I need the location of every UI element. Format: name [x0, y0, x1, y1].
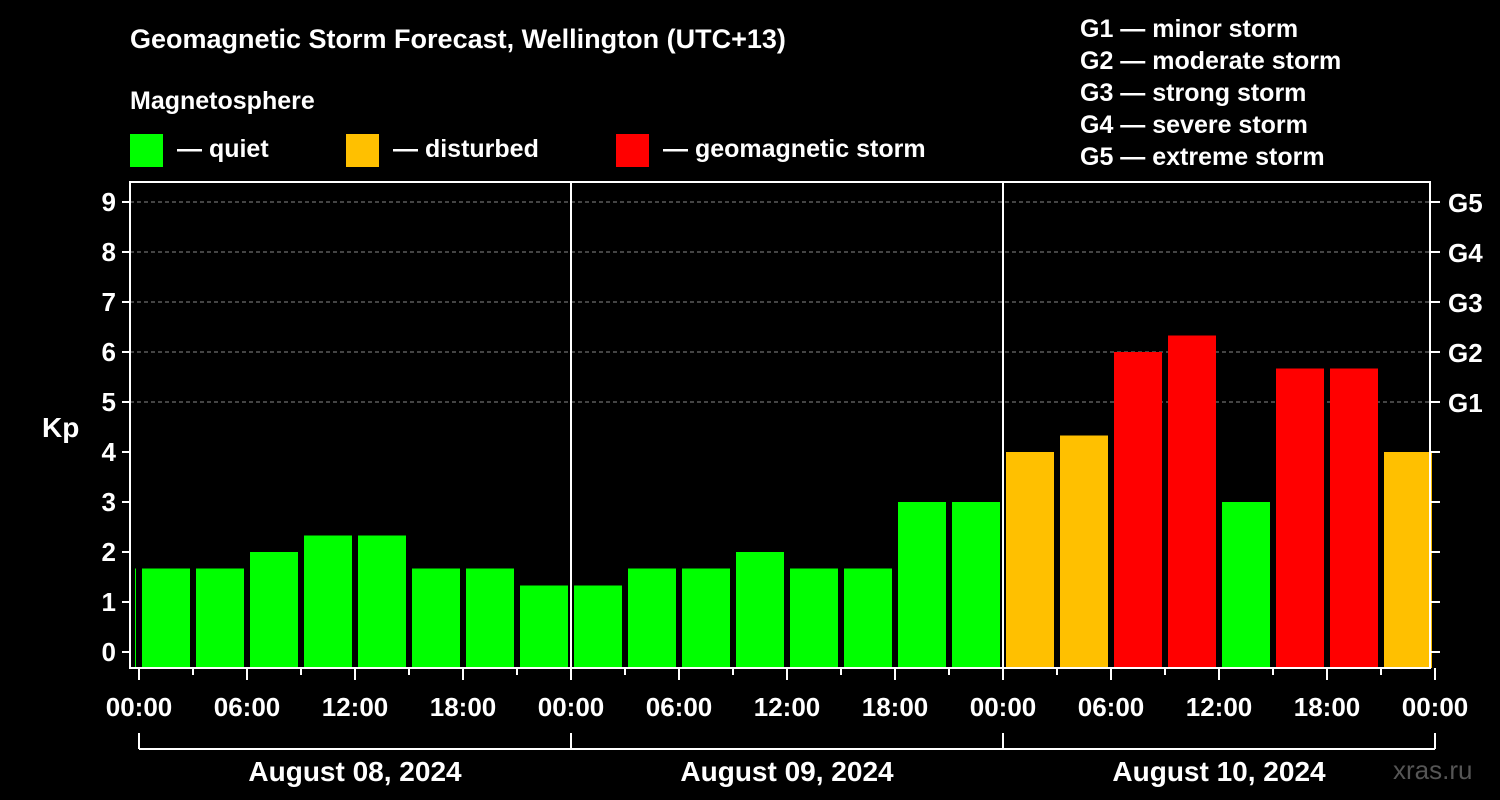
- bar-9: [574, 585, 622, 668]
- gridlines: [130, 201, 1430, 403]
- y-tick-label-5: 5: [102, 387, 116, 417]
- y-tick-label-7: 7: [102, 287, 116, 317]
- bar-7: [466, 568, 514, 668]
- bar-4: [304, 535, 352, 668]
- y-ticks: 0 1 2 3 4 5 6 7 8 9: [102, 187, 130, 667]
- storm-level-g1: G1 — minor storm: [1080, 15, 1298, 43]
- bar-0: [135, 568, 136, 668]
- bar-20: [1168, 335, 1216, 668]
- date-label-1: August 09, 2024: [680, 756, 894, 787]
- plot-frame: [129, 181, 1431, 669]
- bar-5: [358, 535, 406, 668]
- y-tick-label-3: 3: [102, 487, 116, 517]
- y-tick-label-9: 9: [102, 187, 116, 217]
- bar-2: [196, 568, 244, 668]
- legend-label-storm: — geomagnetic storm: [663, 135, 926, 163]
- storm-level-g5: G5 — extreme storm: [1080, 143, 1325, 171]
- x-tick-label-12: 00:00: [1402, 692, 1469, 722]
- y-tick-label-8: 8: [102, 237, 116, 267]
- y-axis-label: Kp: [42, 412, 79, 443]
- date-label-2: August 10, 2024: [1112, 756, 1326, 787]
- right-ticks: G1 G2 G3 G4 G5: [1430, 188, 1483, 653]
- legend-swatch-disturbed: [346, 134, 379, 167]
- bar-3: [250, 552, 298, 668]
- axes: [129, 181, 1431, 669]
- storm-level-key: G1 — minor storm G2 — moderate storm G3 …: [1080, 15, 1341, 171]
- y-tick-label-1: 1: [102, 587, 116, 617]
- legend-swatch-storm: [616, 134, 649, 167]
- storm-level-g3: G3 — strong storm: [1080, 79, 1306, 107]
- x-tick-label-7: 18:00: [862, 692, 929, 722]
- bars: [135, 335, 1432, 668]
- watermark: xras.ru: [1393, 755, 1472, 785]
- bar-13: [790, 568, 838, 668]
- bar-22: [1276, 368, 1324, 668]
- x-tick-label-5: 06:00: [646, 692, 713, 722]
- date-label-0: August 08, 2024: [248, 756, 462, 787]
- chart-title: Geomagnetic Storm Forecast, Wellington (…: [130, 24, 786, 54]
- right-tick-label-G4: G4: [1448, 238, 1483, 268]
- right-tick-label-G5: G5: [1448, 188, 1483, 218]
- bar-23: [1330, 368, 1378, 668]
- legend-label-quiet: — quiet: [177, 135, 269, 163]
- x-tick-label-1: 06:00: [214, 692, 281, 722]
- x-tick-label-3: 18:00: [430, 692, 497, 722]
- right-tick-label-G2: G2: [1448, 338, 1483, 368]
- y-tick-label-6: 6: [102, 337, 116, 367]
- x-tick-label-4: 00:00: [538, 692, 605, 722]
- legend-label-disturbed: — disturbed: [393, 135, 539, 163]
- bar-12: [736, 552, 784, 668]
- x-ticks: 00:00 06:00 12:00 18:00 00:00 06:00 12:00 18:00…: [106, 668, 1469, 722]
- date-axis: August 08, 2024 August 09, 2024 August 10,…: [138, 733, 1436, 787]
- bar-14: [844, 568, 892, 668]
- bar-17: [1006, 452, 1054, 668]
- bar-10: [628, 568, 676, 668]
- bar-8: [520, 585, 568, 668]
- bar-21: [1222, 502, 1270, 668]
- bar-16: [952, 502, 1000, 668]
- x-tick-label-6: 12:00: [754, 692, 821, 722]
- bar-24: [1384, 452, 1432, 668]
- bar-11: [682, 568, 730, 668]
- legend: — quiet — disturbed — geomagnetic storm: [130, 134, 926, 167]
- y-tick-label-2: 2: [102, 537, 116, 567]
- y-tick-label-4: 4: [102, 437, 117, 467]
- right-tick-label-G3: G3: [1448, 288, 1483, 318]
- chart-subtitle: Magnetosphere: [130, 87, 315, 115]
- x-tick-label-0: 00:00: [106, 692, 173, 722]
- x-tick-label-2: 12:00: [322, 692, 389, 722]
- legend-swatch-quiet: [130, 134, 163, 167]
- x-tick-label-11: 18:00: [1294, 692, 1361, 722]
- storm-level-g2: G2 — moderate storm: [1080, 47, 1341, 75]
- right-tick-label-G1: G1: [1448, 388, 1483, 418]
- bar-15: [898, 502, 946, 668]
- bar-18: [1060, 435, 1108, 668]
- bar-19: [1114, 352, 1162, 668]
- y-tick-label-0: 0: [102, 637, 116, 667]
- x-tick-label-9: 06:00: [1078, 692, 1145, 722]
- storm-level-g4: G4 — severe storm: [1080, 111, 1308, 139]
- x-tick-label-10: 12:00: [1186, 692, 1253, 722]
- bar-6: [412, 568, 460, 668]
- bar-1: [142, 568, 190, 668]
- x-tick-label-8: 00:00: [970, 692, 1037, 722]
